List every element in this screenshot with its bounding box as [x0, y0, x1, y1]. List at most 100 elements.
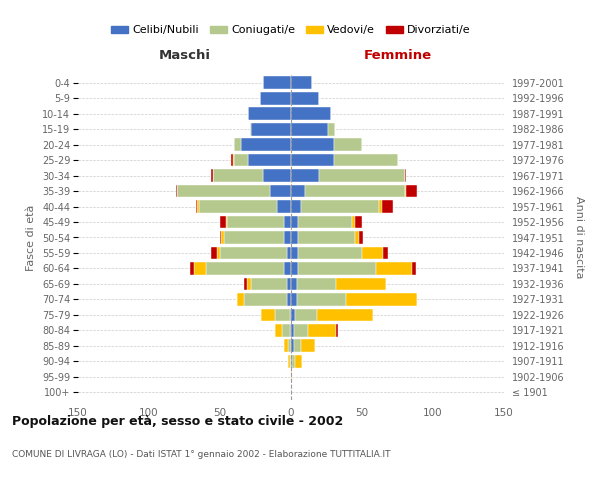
Bar	[305, 184, 404, 198]
Bar	[178, 184, 270, 198]
Bar	[213, 169, 263, 182]
Bar	[291, 246, 298, 260]
Bar	[291, 169, 319, 182]
Bar	[275, 324, 283, 336]
Y-axis label: Anni di nascita: Anni di nascita	[574, 196, 584, 279]
Bar	[234, 154, 248, 166]
Bar	[291, 324, 294, 336]
Bar	[283, 324, 290, 336]
Bar	[376, 262, 412, 275]
Bar	[291, 308, 295, 321]
Bar	[247, 278, 251, 290]
Bar	[291, 76, 313, 89]
Bar	[382, 200, 393, 213]
Bar	[291, 184, 305, 198]
Bar	[301, 200, 379, 213]
Bar	[359, 231, 364, 244]
Bar	[291, 278, 296, 290]
Bar	[404, 184, 406, 198]
Bar	[199, 200, 277, 213]
Bar	[291, 92, 319, 104]
Text: COMUNE DI LIVRAGA (LO) - Dati ISTAT 1° gennaio 2002 - Elaborazione TUTTITALIA.IT: COMUNE DI LIVRAGA (LO) - Dati ISTAT 1° g…	[12, 450, 391, 459]
Bar	[291, 216, 298, 228]
Text: Maschi: Maschi	[158, 49, 211, 62]
Bar	[227, 216, 284, 228]
Bar	[220, 216, 226, 228]
Bar	[211, 246, 217, 260]
Bar	[291, 370, 292, 383]
Bar	[308, 324, 337, 336]
Bar	[291, 262, 298, 275]
Bar	[194, 262, 206, 275]
Bar	[287, 246, 291, 260]
Bar	[291, 355, 292, 368]
Bar	[220, 231, 221, 244]
Bar	[275, 308, 290, 321]
Bar	[260, 92, 291, 104]
Bar	[298, 262, 376, 275]
Bar	[251, 278, 287, 290]
Bar	[197, 200, 199, 213]
Bar	[176, 184, 178, 198]
Bar	[383, 246, 388, 260]
Bar	[232, 154, 233, 166]
Bar	[291, 123, 328, 136]
Bar	[233, 154, 234, 166]
Bar	[298, 246, 362, 260]
Bar	[295, 355, 302, 368]
Bar	[292, 355, 295, 368]
Bar	[355, 216, 362, 228]
Bar	[319, 169, 404, 182]
Bar	[317, 308, 373, 321]
Bar	[217, 246, 220, 260]
Bar	[291, 108, 331, 120]
Bar	[284, 216, 291, 228]
Bar	[224, 231, 284, 244]
Text: Popolazione per età, sesso e stato civile - 2002: Popolazione per età, sesso e stato civil…	[12, 415, 343, 428]
Bar	[294, 340, 301, 352]
Bar	[237, 293, 244, 306]
Bar	[355, 231, 359, 244]
Bar	[284, 340, 288, 352]
Bar	[288, 355, 290, 368]
Bar	[301, 340, 315, 352]
Bar	[211, 169, 213, 182]
Bar	[263, 169, 291, 182]
Bar	[298, 231, 355, 244]
Bar	[250, 123, 251, 136]
Bar	[287, 278, 291, 290]
Bar	[291, 293, 296, 306]
Bar	[284, 231, 291, 244]
Bar	[251, 123, 291, 136]
Bar	[291, 231, 298, 244]
Bar	[206, 262, 284, 275]
Text: Femmine: Femmine	[364, 49, 431, 62]
Bar	[295, 308, 317, 321]
Bar	[296, 293, 346, 306]
Bar	[248, 154, 291, 166]
Bar	[290, 324, 291, 336]
Bar	[196, 200, 197, 213]
Bar	[263, 76, 291, 89]
Bar	[290, 308, 291, 321]
Bar	[270, 184, 291, 198]
Bar	[226, 216, 227, 228]
Bar	[362, 246, 383, 260]
Bar	[190, 262, 194, 275]
Bar	[379, 200, 382, 213]
Bar	[337, 324, 338, 336]
Bar	[334, 154, 398, 166]
Bar	[352, 216, 355, 228]
Bar	[328, 123, 335, 136]
Bar	[291, 154, 334, 166]
Legend: Celibi/Nubili, Coniugati/e, Vedovi/e, Divorziati/e: Celibi/Nubili, Coniugati/e, Vedovi/e, Di…	[111, 26, 471, 36]
Bar	[288, 340, 291, 352]
Bar	[291, 340, 294, 352]
Bar	[337, 278, 386, 290]
Bar	[298, 216, 352, 228]
Bar	[220, 246, 287, 260]
Bar	[287, 293, 291, 306]
Bar	[290, 355, 291, 368]
Bar	[291, 138, 334, 151]
Bar	[221, 231, 224, 244]
